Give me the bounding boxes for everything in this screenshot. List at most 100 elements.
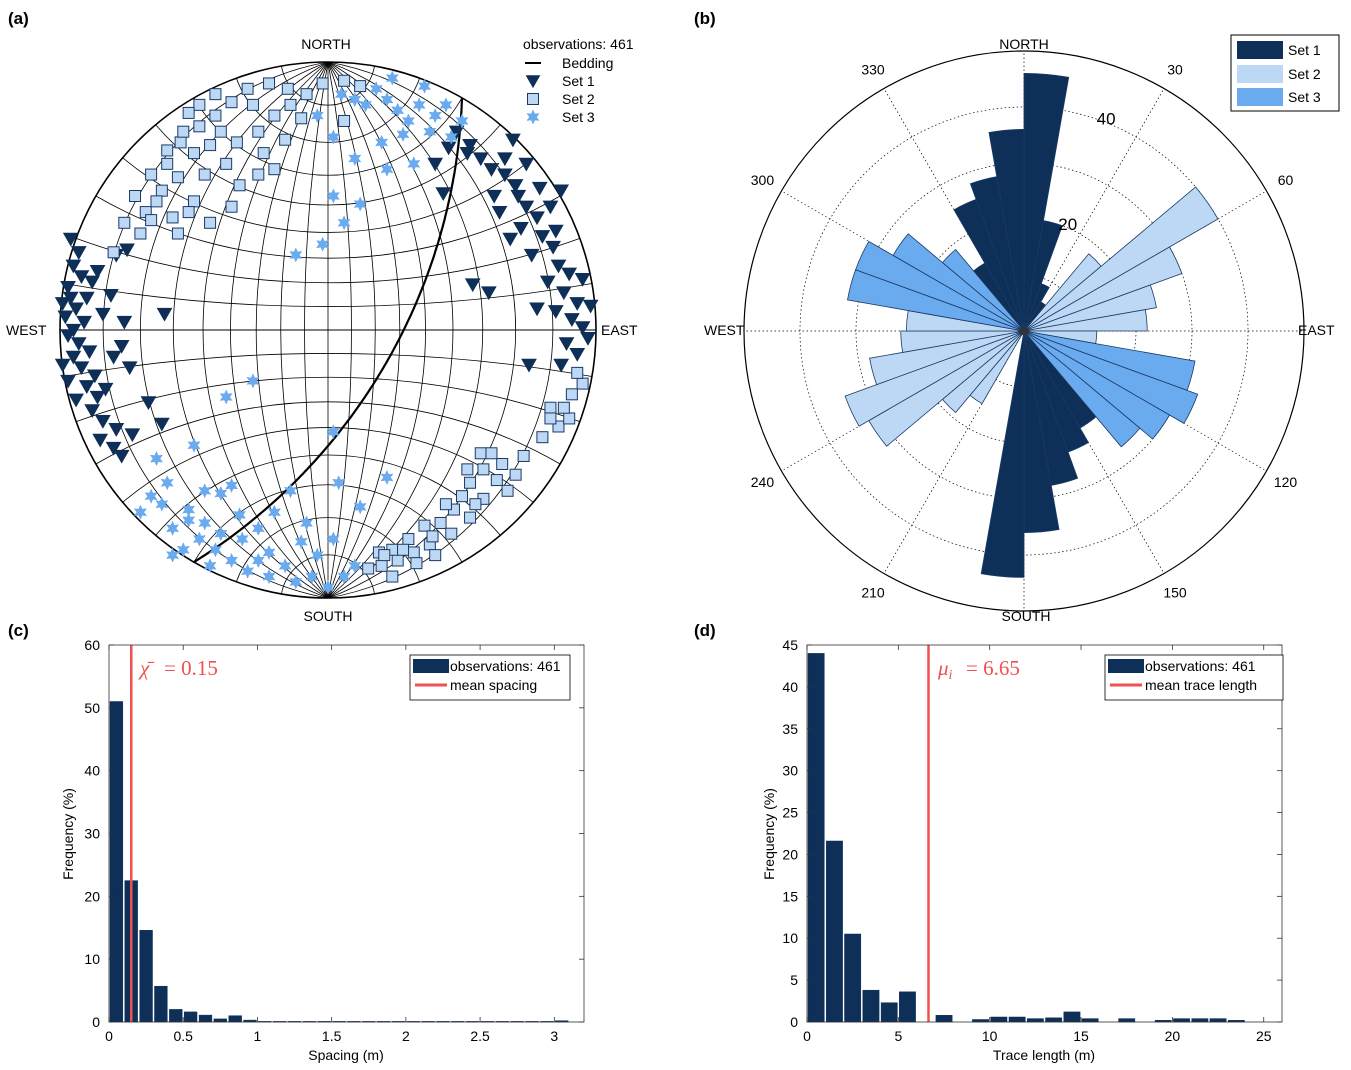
set2-pole-marker — [485, 447, 498, 460]
stereonet-panel: (a) NORTH SOUTH EAST WEST observations: … — [6, 9, 638, 624]
pole-points — [54, 70, 599, 595]
set2-pole-marker — [501, 484, 514, 497]
trace-length-mean-annotation: μi = 6.65 — [937, 656, 1020, 683]
set3-pole-marker — [348, 150, 362, 167]
histogram-bar — [935, 1015, 953, 1023]
set1-pole-marker — [574, 321, 591, 335]
set3-pole-marker — [176, 542, 190, 558]
rose-petal-set1 — [1023, 220, 1063, 332]
set1-pole-marker — [529, 211, 545, 226]
set2-pole-marker — [193, 98, 206, 111]
trace-length-mean-symbol: μi — [937, 656, 953, 683]
rose-petal-set1 — [980, 330, 1025, 578]
set1-pole-marker — [542, 200, 559, 215]
set1-pole-marker — [486, 189, 503, 204]
set1-pole-marker — [497, 152, 513, 167]
set3-pole-marker — [358, 97, 373, 113]
set1-pole-marker — [510, 189, 527, 204]
x-tick-label: 1 — [254, 1028, 262, 1044]
x-tick-label: 3 — [550, 1028, 558, 1044]
stereonet-parallel — [95, 401, 561, 465]
y-tick-label: 45 — [782, 637, 798, 653]
rose-angle-label: 210 — [861, 585, 885, 601]
set3-pole-marker — [235, 531, 249, 547]
set1-pole-marker — [89, 264, 106, 279]
set2-pole-marker — [445, 527, 458, 540]
stereonet-parallel — [281, 554, 375, 594]
legend-title-observations: observations: 461 — [523, 36, 634, 52]
rose-legend-swatch-set3 — [1237, 88, 1283, 106]
set2-pole-marker — [252, 168, 265, 181]
set1-pole-marker — [518, 200, 535, 215]
histogram-bar — [1081, 1018, 1099, 1023]
set1-pole-marker — [545, 240, 561, 255]
set2-pole-marker — [134, 227, 147, 240]
set2-pole-marker — [426, 530, 439, 543]
set3-pole-marker — [182, 512, 196, 528]
set2-pole-marker — [474, 447, 487, 460]
stereonet-south-label: SOUTH — [304, 608, 353, 624]
set2-pole-marker — [129, 190, 142, 202]
set2-pole-marker — [552, 420, 565, 433]
set3-pole-marker — [294, 534, 308, 550]
set2-pole-marker — [295, 112, 308, 125]
spacing-legend-observations: observations: 461 — [450, 658, 561, 674]
set2-pole-marker — [281, 82, 294, 95]
spacing-legend-mean: mean spacing — [450, 677, 537, 693]
set2-pole-marker — [434, 516, 447, 529]
stereonet-east-label: EAST — [601, 322, 638, 338]
histogram-bar — [139, 930, 153, 1023]
histogram-bar — [109, 701, 124, 1023]
set2-pole-marker — [188, 195, 200, 208]
set1-pole-marker — [54, 297, 71, 311]
set2-pole-marker — [439, 498, 452, 511]
rose-west-label: WEST — [704, 322, 745, 338]
y-tick-label: 60 — [84, 637, 100, 653]
y-tick-label: 50 — [84, 700, 100, 716]
set1-pole-marker — [103, 289, 119, 303]
rose-petal-set2 — [869, 330, 1025, 386]
trace-length-legend-mean: mean trace length — [1145, 677, 1257, 693]
set2-pole-marker — [118, 216, 131, 229]
set1-pole-marker — [534, 230, 551, 244]
set2-pole-marker — [182, 106, 195, 119]
stereonet-west-label: WEST — [6, 322, 47, 338]
set3-pole-marker — [278, 558, 292, 574]
set1-pole-marker — [68, 393, 84, 408]
trace-length-y-axis-label: Frequency (%) — [761, 788, 777, 880]
histogram-bar — [1209, 1018, 1227, 1023]
histogram-bar — [807, 653, 825, 1023]
set3-pole-marker — [337, 568, 351, 585]
set2-pole-marker — [338, 74, 351, 87]
set1-pole-marker — [92, 433, 109, 448]
set1-pole-marker — [65, 350, 82, 365]
trace-length-histogram-panel: (d) 0 5 10 15 20 25 0 5 10 15 20 25 30 35 40 45 Trace l… — [694, 621, 1284, 1063]
set2-pole-marker — [257, 147, 270, 160]
set1-pole-marker — [464, 278, 481, 293]
x-tick-label: 20 — [1165, 1028, 1181, 1044]
set1-pole-marker — [427, 157, 444, 172]
set1-pole-marker — [116, 315, 133, 330]
histogram-bar — [990, 1016, 1008, 1023]
set1-pole-marker — [462, 138, 478, 153]
set1-pole-marker — [60, 374, 76, 389]
set1-pole-marker — [65, 259, 82, 274]
set2-pole-marker — [517, 449, 530, 462]
y-tick-label: 15 — [782, 888, 798, 904]
set3-pole-marker — [165, 547, 180, 563]
set2-pole-marker — [490, 474, 503, 487]
legend-set2-marker — [527, 93, 539, 105]
trace-length-mean-value: = 6.65 — [966, 656, 1020, 680]
set2-pole-marker — [225, 96, 238, 109]
y-tick-label: 20 — [782, 846, 798, 862]
set3-pole-marker — [326, 531, 340, 547]
set1-pole-marker — [435, 187, 452, 201]
trace-length-mean-subscript: i — [949, 668, 953, 683]
legend-set2-label: Set 2 — [562, 91, 595, 107]
set2-pole-marker — [209, 109, 222, 122]
set1-pole-marker — [113, 339, 130, 354]
y-tick-label: 40 — [84, 763, 100, 779]
rose-petal-set1 — [1023, 283, 1050, 332]
set2-pole-marker — [407, 546, 420, 559]
